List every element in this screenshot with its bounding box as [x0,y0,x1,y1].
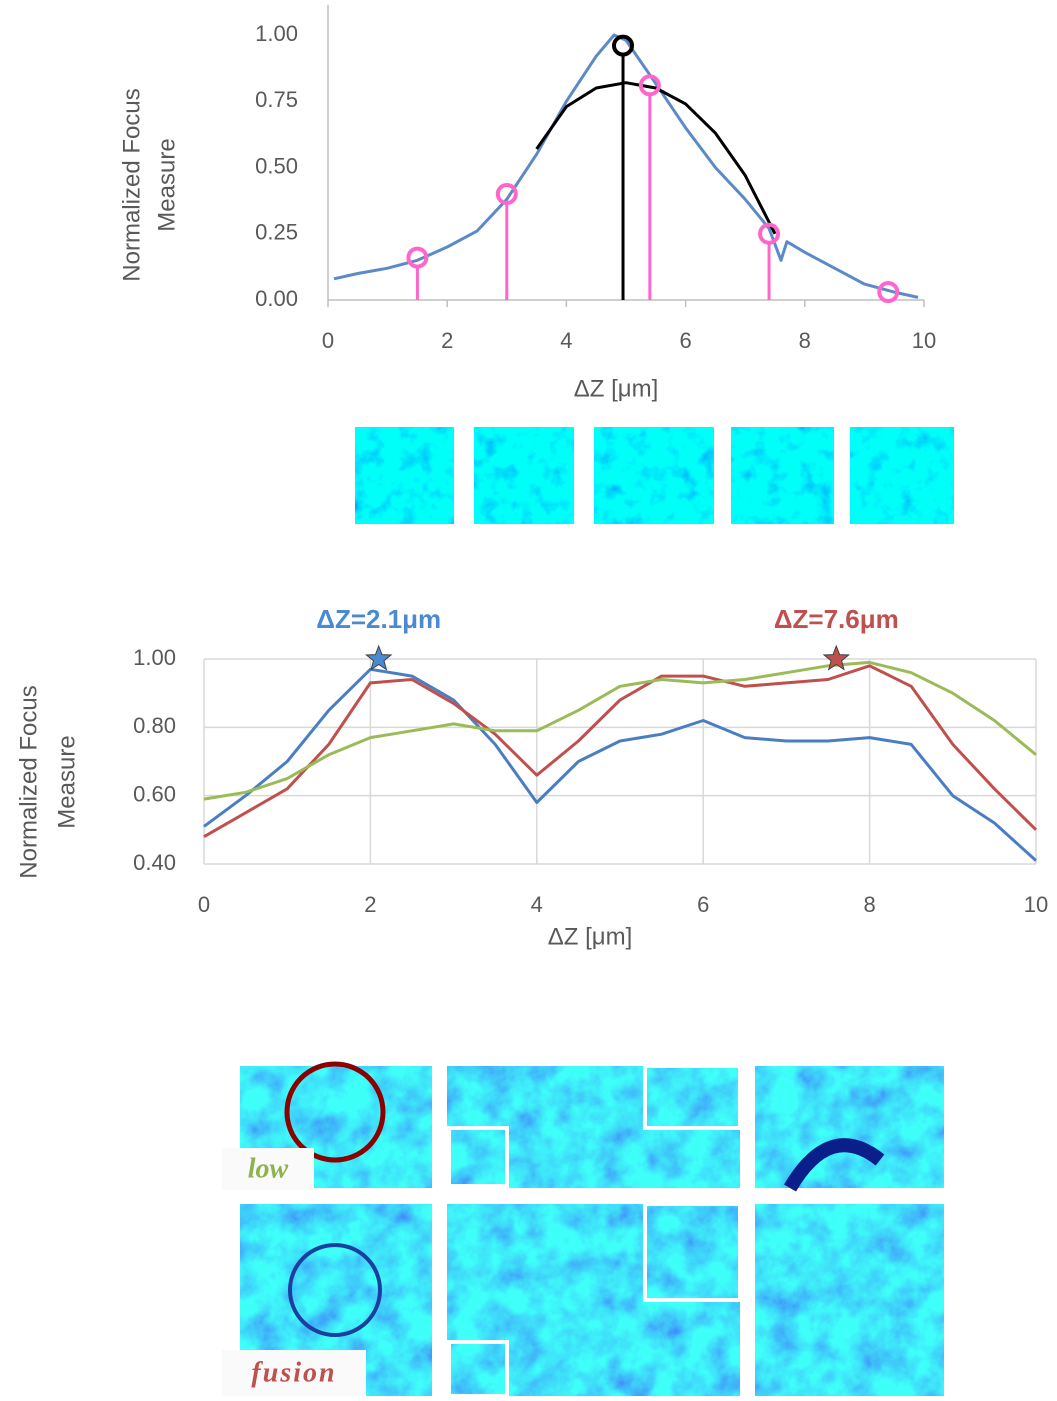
annotation: ΔZ=7.6μm [774,604,899,634]
inset [643,1202,742,1302]
cell-outline [284,1061,386,1163]
peak-star [365,644,393,671]
y-tick-label: 0.60 [133,781,176,806]
x-tick-label: 8 [799,328,811,353]
x-tick-label: 2 [441,328,453,353]
y-axis-title: Measure [53,735,80,828]
y-tick-label: 0.50 [255,153,298,178]
x-tick-label: 4 [531,892,543,917]
x-tick-label: 0 [322,328,334,353]
y-axis-title: Normalized Focus [118,88,145,281]
image-label: low [248,1153,289,1184]
x-tick-label: 0 [198,892,210,917]
thumbnail [355,427,454,524]
x-axis-title: ΔZ [μm] [574,375,659,402]
sample-marker [495,183,518,205]
x-tick-label: 6 [697,892,709,917]
series-line [333,33,919,299]
image-grid: low fusion [222,1061,944,1398]
series-line [203,667,1038,862]
chart: 0.40 0.60 0.80 1.00 0 2 4 6 8 10 ΔZ [μm] Normalized… [15,604,1048,950]
y-tick-label: 0.80 [133,713,176,738]
thumbnail [731,427,834,524]
inset [447,1126,509,1188]
sample-marker [758,222,781,245]
thumbnail [594,427,714,524]
cell-edge [783,1138,885,1192]
thumbnails [355,427,954,524]
sample-marker [612,34,635,57]
series-line [203,660,1037,801]
label-box [222,1148,314,1190]
x-axis-title: ΔZ [μm] [548,923,633,950]
image-label: fusion [251,1357,336,1388]
x-tick-label: 10 [912,328,936,353]
thumbnail [474,427,574,524]
inset [643,1064,742,1130]
x-tick-label: 8 [863,892,875,917]
x-tick-label: 2 [364,892,376,917]
y-tick-label: 0.75 [255,87,298,112]
x-tick-label: 6 [679,328,691,353]
annotation: ΔZ=2.1μm [316,604,441,634]
sample-marker [638,74,661,97]
y-tick-label: 0.40 [133,850,176,875]
chart: 0.00 0.25 0.50 0.75 1.00 0 2 4 6 8 10 ΔZ [μm] Normal… [118,5,936,402]
y-axis-title: Normalized Focus [15,685,42,878]
y-tick-label: 0.00 [255,286,298,311]
y-axis-title: Measure [153,138,180,231]
peak-star [822,644,851,671]
y-tick-label: 1.00 [255,21,298,46]
sample-marker [877,281,900,304]
y-tick-label: 0.25 [255,220,298,245]
label-box [222,1350,366,1396]
y-tick-label: 1.00 [133,645,176,670]
series-line [203,664,1038,839]
x-tick-label: 4 [560,328,572,353]
cell-outline [288,1243,382,1337]
inset [447,1340,509,1398]
sample-marker [406,246,429,269]
thumbnail [850,427,954,524]
image [755,1204,944,1396]
x-tick-label: 10 [1024,892,1048,917]
series-line [535,81,777,235]
image [755,1066,944,1188]
